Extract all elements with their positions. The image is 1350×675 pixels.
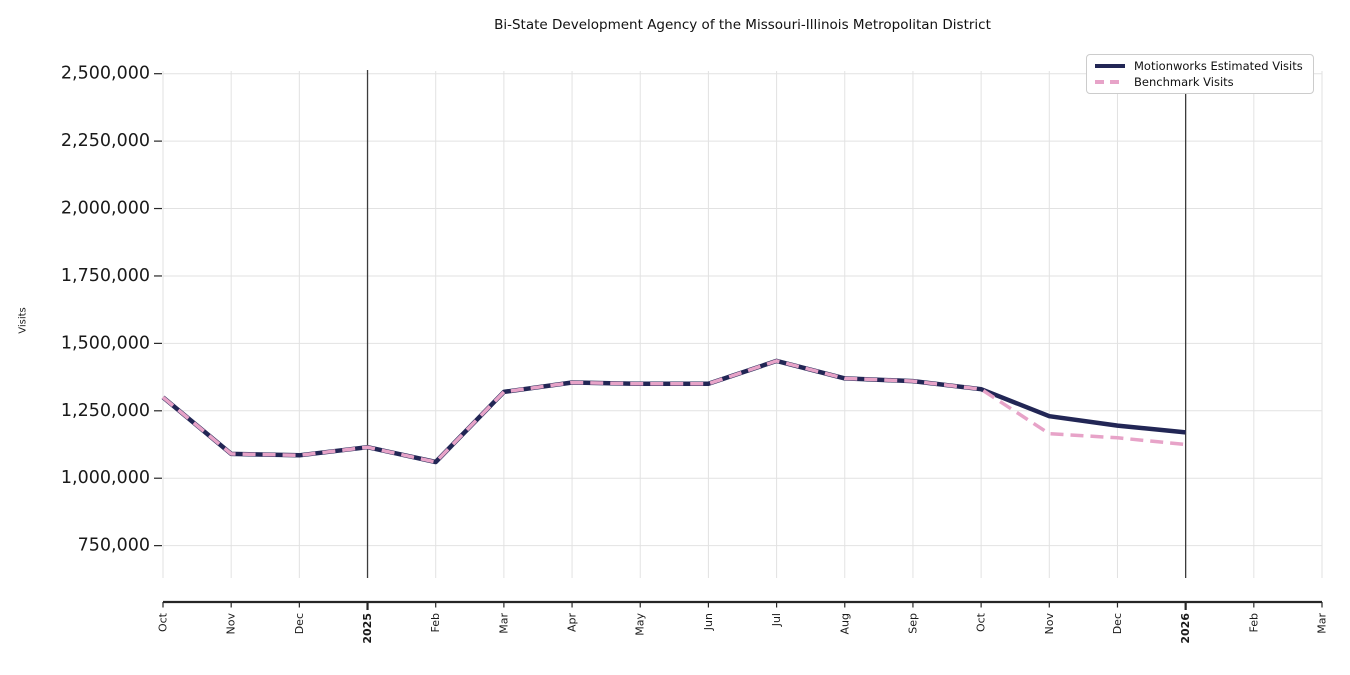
y-tick-label: 2,000,000 <box>61 199 150 219</box>
x-tick-label: Oct <box>157 612 170 632</box>
y-tick-label: 1,250,000 <box>61 401 150 421</box>
year-reference-lines <box>366 70 1187 578</box>
legend: Motionworks Estimated Visits Benchmark V… <box>1086 54 1314 94</box>
legend-label-benchmark: Benchmark Visits <box>1134 75 1234 89</box>
x-tick-label: Oct <box>975 612 988 632</box>
legend-item-benchmark-visits: Benchmark Visits <box>1095 75 1305 89</box>
x-tick-label: Mar <box>1316 613 1329 634</box>
x-tick-label: Mar <box>497 613 510 634</box>
y-tick-label: 1,000,000 <box>61 468 150 488</box>
x-tick-label: Aug <box>838 613 851 634</box>
x-tick-label: Feb <box>429 613 442 632</box>
x-tick-label: Nov <box>225 613 238 635</box>
y-tick-label: 1,750,000 <box>61 266 150 286</box>
legend-label-motionworks: Motionworks Estimated Visits <box>1134 59 1303 73</box>
y-tick-label: 2,250,000 <box>61 131 150 151</box>
x-tick-label: Nov <box>1043 613 1056 635</box>
x-tick-label: 2026 <box>1179 613 1192 644</box>
series-motionworks-estimated-visits <box>161 358 1186 465</box>
x-tick-label: Dec <box>293 613 306 634</box>
x-tick-label: Sep <box>906 613 919 634</box>
x-tick-label: Dec <box>1111 613 1124 634</box>
y-axis: 750,000 1,000,000 1,250,000 1,500,000 1,750,… <box>61 64 162 556</box>
x-tick-label: 2025 <box>361 613 374 644</box>
x-gridlines <box>162 71 1323 578</box>
y-axis-label: Visits <box>17 307 29 334</box>
y-gridlines <box>163 73 1322 547</box>
series-benchmark-visits <box>161 359 1186 464</box>
x-tick-label: May <box>634 613 647 636</box>
legend-item-motionworks-estimated-visits: Motionworks Estimated Visits <box>1095 59 1305 73</box>
dashed-line-swatch-icon <box>1095 80 1125 84</box>
x-tick-label: Jul <box>770 613 783 627</box>
y-tick-label: 1,500,000 <box>61 333 150 353</box>
x-tick-label: Apr <box>566 613 579 633</box>
solid-line-swatch-icon <box>1095 63 1125 69</box>
y-tick-label: 2,500,000 <box>61 64 150 84</box>
x-tick-label: Jun <box>702 613 715 631</box>
y-tick-label: 750,000 <box>78 536 150 556</box>
x-tick-label: Feb <box>1247 613 1260 632</box>
x-axis: Oct Nov Dec 2025 Feb Mar Apr May Jun Jul Aug Sep Oct… <box>157 600 1329 644</box>
chart-title: Bi-State Development Agency of the Misso… <box>494 17 991 33</box>
